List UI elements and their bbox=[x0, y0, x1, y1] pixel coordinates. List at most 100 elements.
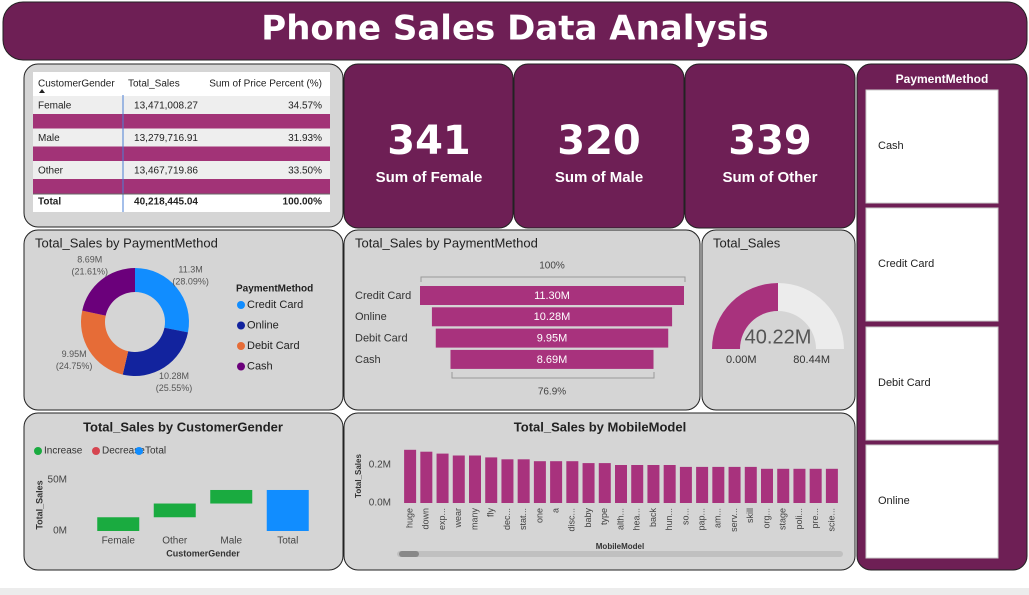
x-tick-label: alth... bbox=[615, 508, 625, 530]
waterfall-bar bbox=[266, 489, 309, 531]
slicer-item-label: Online bbox=[878, 495, 910, 507]
legend-label: Online bbox=[247, 319, 279, 331]
funnel-bar bbox=[450, 349, 654, 369]
slice-label: 9.95M bbox=[62, 349, 87, 359]
legend-dot bbox=[92, 447, 100, 455]
bar bbox=[615, 465, 627, 503]
table-row-bg bbox=[33, 161, 330, 179]
x-tick-label: wear bbox=[453, 508, 463, 529]
x-axis-label: CustomerGender bbox=[166, 548, 240, 558]
x-tick-label: serv... bbox=[729, 508, 739, 532]
legend-label: Credit Card bbox=[247, 299, 303, 311]
y-axis-label: Total_Sales bbox=[34, 480, 44, 529]
chart-title: Total_Sales by CustomerGender bbox=[83, 419, 283, 434]
sort-arrow bbox=[39, 89, 45, 93]
slice-percent: (28.09%) bbox=[172, 277, 209, 287]
bar bbox=[485, 457, 498, 503]
table-cell: 34.57% bbox=[288, 101, 322, 112]
funnel-value: 11.30M bbox=[534, 290, 570, 302]
bar bbox=[404, 449, 417, 503]
kpi-label: Sum of Other bbox=[722, 169, 817, 186]
funnel-top-label: 100% bbox=[539, 261, 565, 272]
gauge-value-label: 40.22M bbox=[745, 326, 812, 348]
table-row-bg bbox=[33, 128, 330, 147]
bar bbox=[663, 465, 676, 503]
bar bbox=[712, 466, 725, 503]
table-total-cell: Total bbox=[38, 197, 61, 208]
legend-dot bbox=[237, 301, 245, 309]
x-tick-label: Other bbox=[162, 536, 188, 547]
x-tick-label: baby bbox=[583, 508, 593, 528]
funnel-value: 8.69M bbox=[537, 354, 568, 366]
chart-title: Total_Sales by PaymentMethod bbox=[355, 235, 538, 250]
slicer-item-label: Credit Card bbox=[878, 258, 934, 270]
slice-percent: (25.55%) bbox=[156, 383, 193, 393]
funnel-bottom-label: 76.9% bbox=[538, 387, 566, 398]
legend-label: Decrease bbox=[102, 446, 145, 457]
table-cell: 31.93% bbox=[288, 133, 322, 144]
table-cell: 13,471,008.27 bbox=[134, 101, 198, 112]
table-cell: Male bbox=[38, 133, 60, 144]
bar bbox=[436, 453, 449, 503]
slicer-item-label: Debit Card bbox=[878, 377, 931, 389]
x-tick-label: so... bbox=[680, 508, 690, 525]
x-tick-label: org... bbox=[761, 508, 771, 529]
x-tick-label: one bbox=[534, 508, 544, 523]
table-row-stripe bbox=[33, 114, 330, 129]
table-cell: 33.50% bbox=[288, 166, 322, 177]
x-tick-label: fly bbox=[486, 508, 496, 518]
gauge-tick-label: 0.00M bbox=[726, 354, 757, 366]
funnel-bar bbox=[420, 286, 684, 305]
funnel-category: Online bbox=[355, 311, 387, 323]
funnel-category: Debit Card bbox=[355, 333, 408, 345]
x-tick-label: down bbox=[421, 508, 431, 530]
x-tick-label: hun... bbox=[664, 508, 674, 531]
funnel-bar bbox=[431, 307, 673, 327]
page-title: Phone Sales Data Analysis bbox=[261, 9, 768, 49]
funnel-bracket bbox=[420, 276, 686, 282]
bar bbox=[566, 461, 579, 503]
gauge-value bbox=[712, 283, 778, 349]
bottom-strip bbox=[0, 588, 1029, 595]
table-header: CustomerGender bbox=[38, 79, 115, 90]
x-tick-label: back bbox=[648, 508, 658, 528]
y-axis-label: Total_Sales bbox=[354, 454, 363, 498]
kpi-label: Sum of Female bbox=[376, 169, 483, 186]
bar bbox=[728, 466, 741, 503]
kpi-card bbox=[513, 63, 685, 229]
x-tick-label: huge bbox=[404, 508, 414, 528]
slicer-item[interactable] bbox=[865, 444, 999, 559]
x-tick-label: scie... bbox=[826, 508, 836, 532]
bar bbox=[501, 459, 514, 503]
slice-label: 10.28M bbox=[159, 371, 189, 381]
x-axis-label: MobileModel bbox=[596, 542, 644, 551]
table-row-stripe bbox=[33, 179, 330, 194]
legend-label: Total bbox=[145, 446, 166, 457]
slicer-item[interactable] bbox=[865, 207, 999, 322]
slice-percent: (21.61%) bbox=[72, 266, 109, 276]
y-tick-label: 50M bbox=[48, 475, 67, 486]
slicer-title: PaymentMethod bbox=[896, 72, 989, 86]
header-bar bbox=[2, 1, 1028, 61]
bar bbox=[452, 455, 465, 503]
table-row-stripe bbox=[33, 146, 330, 162]
waterfall-bar bbox=[210, 489, 253, 504]
funnel-value: 10.28M bbox=[534, 311, 571, 323]
chart-title: Total_Sales by PaymentMethod bbox=[35, 235, 218, 250]
x-tick-label: pre... bbox=[810, 508, 820, 529]
y-tick-label: 0.2M bbox=[369, 460, 391, 471]
slicer-item[interactable] bbox=[865, 326, 999, 441]
funnel-bracket bbox=[451, 372, 655, 379]
bar bbox=[598, 463, 611, 503]
bar bbox=[679, 466, 692, 503]
slicer-item[interactable] bbox=[865, 89, 999, 204]
bar bbox=[550, 461, 563, 503]
gauge-panel bbox=[701, 229, 856, 411]
bar bbox=[517, 459, 530, 503]
waterfall-bar bbox=[97, 517, 140, 531]
x-tick-label: am... bbox=[713, 508, 723, 528]
table-total-cell: 100.00% bbox=[283, 197, 323, 208]
bar bbox=[793, 468, 806, 503]
legend-title: PaymentMethod bbox=[236, 284, 313, 295]
